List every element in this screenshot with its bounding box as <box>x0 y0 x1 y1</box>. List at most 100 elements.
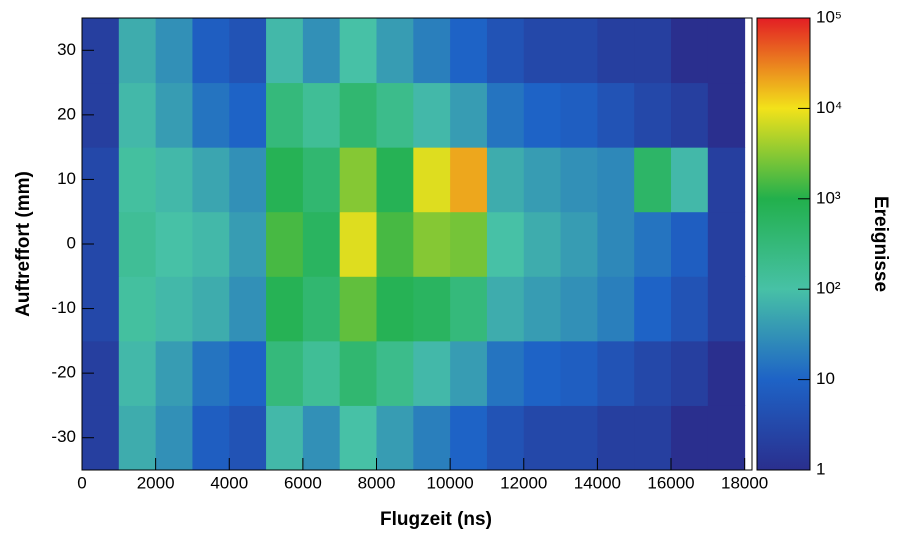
heatmap-cell <box>413 82 451 148</box>
heatmap-cell <box>376 405 414 471</box>
heatmap-cell <box>450 82 488 148</box>
heatmap-cell <box>155 276 193 342</box>
heatmap-cell <box>118 405 157 471</box>
heatmap-cell <box>707 147 746 213</box>
colorbar-tick-label: 10 <box>816 369 835 388</box>
heatmap-cell <box>486 276 525 342</box>
heatmap-cell <box>266 18 304 84</box>
heatmap-cell <box>707 18 746 84</box>
heatmap-cell <box>634 211 672 277</box>
y-tick-label: 0 <box>67 233 76 252</box>
x-tick-label: 6000 <box>284 473 322 492</box>
heatmap-cell <box>597 18 635 84</box>
heatmap-cell <box>671 405 709 471</box>
heatmap-cell <box>376 276 414 342</box>
heatmap-cell <box>413 18 451 84</box>
heatmap-cell <box>523 405 562 471</box>
heatmap-cell <box>229 340 267 406</box>
heatmap-cell <box>523 211 562 277</box>
heatmap-cell <box>560 18 598 84</box>
heatmap-cell <box>376 340 414 406</box>
heatmap-cell <box>229 147 267 213</box>
colorbar-tick-label: 10⁴ <box>816 98 842 117</box>
heatmap-cell <box>707 340 746 406</box>
heatmap-cell <box>376 18 414 84</box>
heatmap-cell <box>560 340 598 406</box>
heatmap-cell <box>523 276 562 342</box>
heatmap-cell <box>671 147 709 213</box>
heatmap-cell <box>118 211 157 277</box>
heatmap-cell <box>634 276 672 342</box>
heatmap-cell <box>486 82 525 148</box>
y-axis-title: Auftreffort (mm) <box>13 171 34 317</box>
heatmap-cell <box>266 211 304 277</box>
heatmap-cell <box>560 405 598 471</box>
heatmap-cell <box>192 18 230 84</box>
heatmap-cell <box>376 211 414 277</box>
heatmap-cell <box>155 147 193 213</box>
heatmap-cell <box>229 405 267 471</box>
heatmap-cell <box>192 276 230 342</box>
heatmap-cell <box>339 211 378 277</box>
heatmap-cell <box>192 82 230 148</box>
heatmap-cell <box>229 276 267 342</box>
heatmap-cell <box>671 340 709 406</box>
heatmap-cell <box>671 276 709 342</box>
heatmap-cell <box>155 82 193 148</box>
heatmap-cell <box>155 211 193 277</box>
heatmap-cell <box>155 405 193 471</box>
heatmap-cell <box>413 340 451 406</box>
heatmap-cell <box>523 147 562 213</box>
heatmap-cell <box>523 340 562 406</box>
heatmap-cell <box>523 18 562 84</box>
heatmap-cell <box>671 18 709 84</box>
heatmap-cell <box>229 82 267 148</box>
heatmap-cell <box>707 276 746 342</box>
heatmap-cell <box>266 340 304 406</box>
heatmap-cell <box>523 82 562 148</box>
heatmap-cell <box>192 147 230 213</box>
heatmap-cell <box>339 82 378 148</box>
heatmap-cell <box>671 211 709 277</box>
heatmap-cell <box>192 340 230 406</box>
heatmap-cell <box>302 147 341 213</box>
heatmap-cell <box>560 211 598 277</box>
x-tick-label: 18000 <box>721 473 768 492</box>
heatmap-cell <box>302 340 341 406</box>
heatmap-cell <box>634 82 672 148</box>
colorbar-tick-label: 10⁵ <box>816 7 842 26</box>
x-tick-label: 4000 <box>210 473 248 492</box>
heatmap-cell <box>339 405 378 471</box>
heatmap-cell <box>597 211 635 277</box>
heatmap-cell <box>450 211 488 277</box>
heatmap-cell <box>155 18 193 84</box>
colorbar-tick-label: 1 <box>816 459 825 478</box>
y-tick-label: -20 <box>51 363 76 382</box>
heatmap-cell <box>302 18 341 84</box>
heatmap-cell <box>486 211 525 277</box>
heatmap-cell <box>597 405 635 471</box>
heatmap-cell <box>597 82 635 148</box>
heatmap-cell <box>707 82 746 148</box>
heatmap-cell <box>339 147 378 213</box>
x-tick-label: 0 <box>77 473 86 492</box>
heatmap-cell <box>339 276 378 342</box>
heatmap-cell <box>707 211 746 277</box>
y-tick-label: 10 <box>57 169 76 188</box>
heatmap-cell <box>118 82 157 148</box>
heatmap-cell <box>339 340 378 406</box>
y-tick-label: -10 <box>51 298 76 317</box>
heatmap-cell <box>413 211 451 277</box>
heatmap-cell <box>597 147 635 213</box>
colorbar-tick-label: 10³ <box>816 188 841 207</box>
heatmap-cell <box>450 405 488 471</box>
heatmap-cell <box>266 405 304 471</box>
heatmap-cell <box>229 18 267 84</box>
heatmap-cell <box>192 211 230 277</box>
y-tick-label: 30 <box>57 40 76 59</box>
heatmap-cell <box>560 82 598 148</box>
x-tick-label: 12000 <box>500 473 547 492</box>
x-tick-label: 16000 <box>647 473 694 492</box>
heatmap-cell <box>486 147 525 213</box>
